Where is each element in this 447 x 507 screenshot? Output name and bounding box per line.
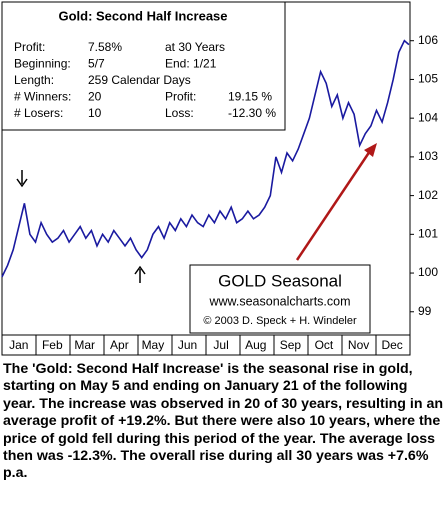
watermark-box xyxy=(189,264,371,334)
trend-arrow xyxy=(295,143,377,261)
y-tick-label: 104 xyxy=(418,110,438,124)
y-tick-label: 100 xyxy=(418,265,438,279)
x-tick-label: Aug xyxy=(245,338,266,352)
x-tick-label: Jun xyxy=(178,338,197,352)
info-box xyxy=(1,1,286,131)
y-tick-label: 105 xyxy=(418,72,438,86)
stat-text: # Winners: xyxy=(14,90,71,104)
stat-text: Loss: xyxy=(165,106,194,120)
y-tick-label: 106 xyxy=(418,33,438,47)
y-tick-label: 101 xyxy=(418,226,438,240)
stat-text: Profit: xyxy=(165,90,196,104)
stat-text: at 30 Years xyxy=(165,40,225,54)
down-arrow xyxy=(16,170,28,188)
stat-text: Beginning: xyxy=(14,57,71,71)
stat-text: 19.15 % xyxy=(228,90,272,104)
watermark-url: www.seasonalcharts.com xyxy=(208,294,350,308)
stat-text: 10 xyxy=(88,106,102,120)
x-tick-label: Nov xyxy=(348,338,369,352)
description: The 'Gold: Second Half Increase' is the … xyxy=(3,361,444,482)
stat-text: 259 Calendar Days xyxy=(88,73,191,87)
x-tick-label: Apr xyxy=(110,338,129,352)
stat-text: Profit: xyxy=(14,40,45,54)
stat-text: -12.30 % xyxy=(228,106,276,120)
stat-text: 5/7 xyxy=(88,57,105,71)
x-tick-label: Sep xyxy=(280,338,302,352)
y-tick-label: 102 xyxy=(418,188,438,202)
x-tick-label: Dec xyxy=(381,338,402,352)
watermark-copyright: © 2003 D. Speck + H. Windeler xyxy=(203,315,357,327)
x-tick-label: Jan xyxy=(9,338,28,352)
chart-title: Gold: Second Half Increase xyxy=(58,8,227,23)
stat-text: End: 1/21 xyxy=(165,57,217,71)
y-tick-label: 99 xyxy=(418,304,432,318)
up-arrow xyxy=(134,265,146,283)
price-line xyxy=(1,39,410,278)
y-tick-label: 103 xyxy=(418,149,438,163)
stat-text: # Losers: xyxy=(14,106,63,120)
watermark-title: GOLD Seasonal xyxy=(218,271,342,290)
x-tick-label: Mar xyxy=(74,338,95,352)
x-tick-label: Oct xyxy=(315,338,334,352)
stat-text: Length: xyxy=(14,73,54,87)
stat-text: 7.58% xyxy=(88,40,122,54)
x-tick-label: May xyxy=(142,338,165,352)
chart: Gold: Second Half Increase GOLD Seasonal… xyxy=(1,1,438,356)
stat-text: 20 xyxy=(88,90,102,104)
x-tick-label: Jul xyxy=(213,338,228,352)
x-tick-label: Feb xyxy=(42,338,63,352)
